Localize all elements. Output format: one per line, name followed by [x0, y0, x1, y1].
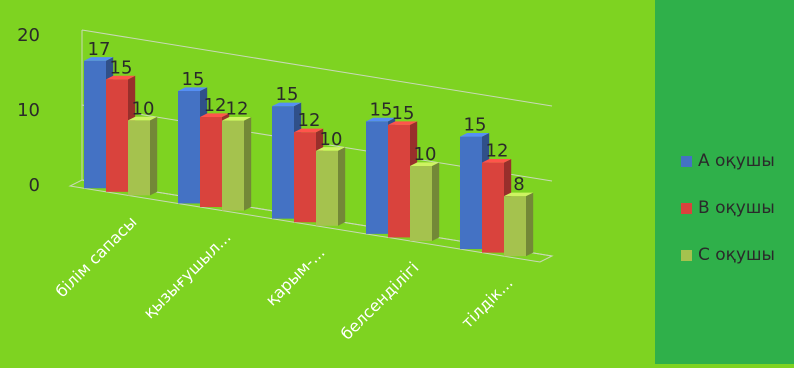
- legend-item-b: В оқушы: [681, 196, 775, 220]
- bar-top: [84, 57, 114, 61]
- bar: [294, 132, 316, 223]
- bar-top: [200, 113, 230, 118]
- bar: [316, 150, 338, 226]
- legend-swatch-b: [681, 202, 692, 214]
- bar: [178, 90, 200, 204]
- legend-swatch-c: [681, 249, 692, 261]
- bar: [222, 120, 244, 211]
- bar-top: [410, 162, 440, 166]
- legend-label-b: В оқушы: [698, 198, 775, 218]
- bar: [460, 136, 482, 250]
- data-label: 15: [182, 69, 205, 90]
- data-label: 15: [464, 115, 487, 136]
- category-label: қарым-...: [262, 243, 329, 310]
- data-label: 8: [513, 174, 524, 195]
- bar: [504, 196, 526, 257]
- category-label: білім сапасы: [52, 212, 141, 301]
- chart-floor: [68, 179, 554, 263]
- category-label: қызығушыл...: [140, 228, 235, 323]
- data-label: 12: [486, 141, 509, 162]
- legend-item-a: А оқушы: [681, 149, 775, 173]
- bar-top: [128, 116, 158, 121]
- data-label: 15: [370, 99, 393, 120]
- bar: [366, 121, 388, 234]
- chart-area: 0 10 20 17 15 10 білім сапасы 15 12 12 қызығушыл..…: [17, 25, 554, 344]
- bar-side: [432, 162, 440, 241]
- bar-top: [178, 87, 208, 91]
- legend-label-c: С оқушы: [698, 245, 775, 265]
- gridline: [81, 29, 553, 107]
- category-label: белсенділігі: [337, 258, 423, 344]
- y-tick-label: 0: [29, 175, 40, 196]
- bar-top: [504, 192, 534, 197]
- data-label: 12: [226, 99, 249, 120]
- bar: [410, 165, 432, 241]
- bar-top: [272, 102, 302, 107]
- bar: [128, 120, 150, 196]
- data-label: 10: [132, 98, 155, 119]
- data-label: 15: [276, 84, 299, 105]
- bar-top: [106, 75, 136, 80]
- bar: [200, 117, 222, 208]
- bar-top: [482, 159, 512, 163]
- bar-top: [316, 147, 346, 151]
- data-label: 15: [392, 103, 415, 124]
- bar: [388, 124, 410, 238]
- bar: [84, 60, 106, 189]
- y-tick-label: 10: [17, 100, 40, 121]
- bar-top: [366, 117, 396, 122]
- bar-side: [526, 192, 534, 257]
- legend-label-a: А оқушы: [698, 151, 775, 171]
- legend: А оқушы В оқушы С оқушы: [655, 0, 794, 364]
- category-label: тілдік...: [458, 273, 517, 332]
- bar-side: [150, 116, 158, 196]
- y-tick-label: 20: [17, 25, 40, 46]
- legend-item-c: С оқушы: [681, 243, 775, 267]
- data-label: 17: [88, 39, 111, 60]
- bar-top: [294, 128, 324, 133]
- bar: [272, 106, 294, 219]
- bar-top: [460, 132, 490, 137]
- data-label: 10: [320, 129, 343, 150]
- data-label: 15: [110, 57, 133, 78]
- bar-side: [244, 116, 252, 211]
- data-label: 10: [414, 144, 437, 165]
- bar: [106, 79, 128, 192]
- bar-top: [222, 116, 252, 121]
- bar-top: [388, 121, 418, 125]
- bar-side: [338, 147, 346, 226]
- data-label: 12: [298, 110, 321, 131]
- legend-swatch-a: [681, 155, 692, 167]
- bar: [482, 162, 504, 253]
- data-label: 12: [204, 95, 227, 116]
